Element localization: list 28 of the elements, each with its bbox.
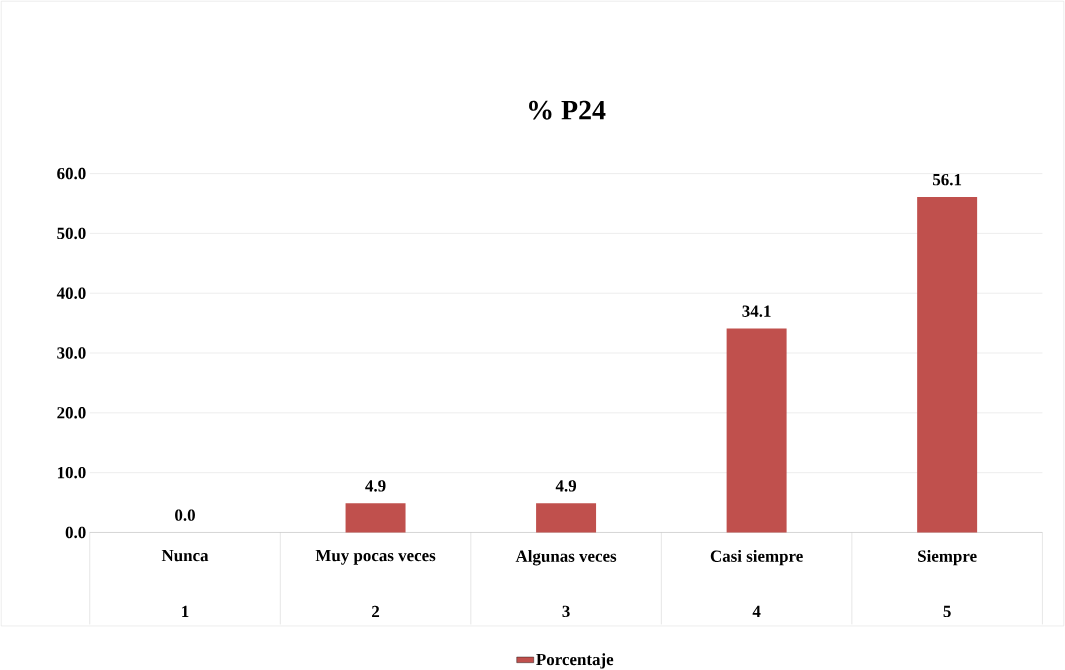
data-label: 0.0 [175, 509, 195, 521]
chart-title: % P24 [529, 100, 606, 120]
x-tick-label: Algunas veces [515, 549, 617, 566]
x-tick-label: Muy pocas veces [315, 549, 436, 565]
text: 2 [372, 605, 380, 617]
text: 5 [943, 605, 951, 617]
bar [536, 502, 597, 533]
bar [726, 328, 787, 533]
y-tick-label: 10.0 [57, 466, 86, 479]
text: 1 [182, 605, 189, 617]
text: 3 [562, 605, 570, 617]
text: 4 [752, 605, 761, 617]
data-label: 4.9 [555, 479, 577, 492]
data-label: 4.9 [365, 479, 386, 492]
y-tick-label: 60.0 [57, 167, 86, 180]
x-tick-label: Nunca [161, 549, 209, 562]
y-tick-label: 40.0 [56, 287, 86, 299]
legend-label: Porcentaje [536, 653, 614, 669]
y-tick-label: 30.0 [57, 347, 86, 359]
x-tick-label: Siempre [918, 549, 977, 566]
data-label: 34.1 [742, 305, 771, 317]
y-tick-label: 0.0 [65, 526, 86, 538]
x-tick-label: Casi siempre [710, 549, 803, 566]
data-label: 56.1 [933, 173, 962, 186]
y-tick-label: 20.0 [57, 406, 86, 419]
y-tick-label: 50.0 [57, 227, 86, 239]
bar [345, 502, 406, 533]
bar [917, 196, 978, 533]
